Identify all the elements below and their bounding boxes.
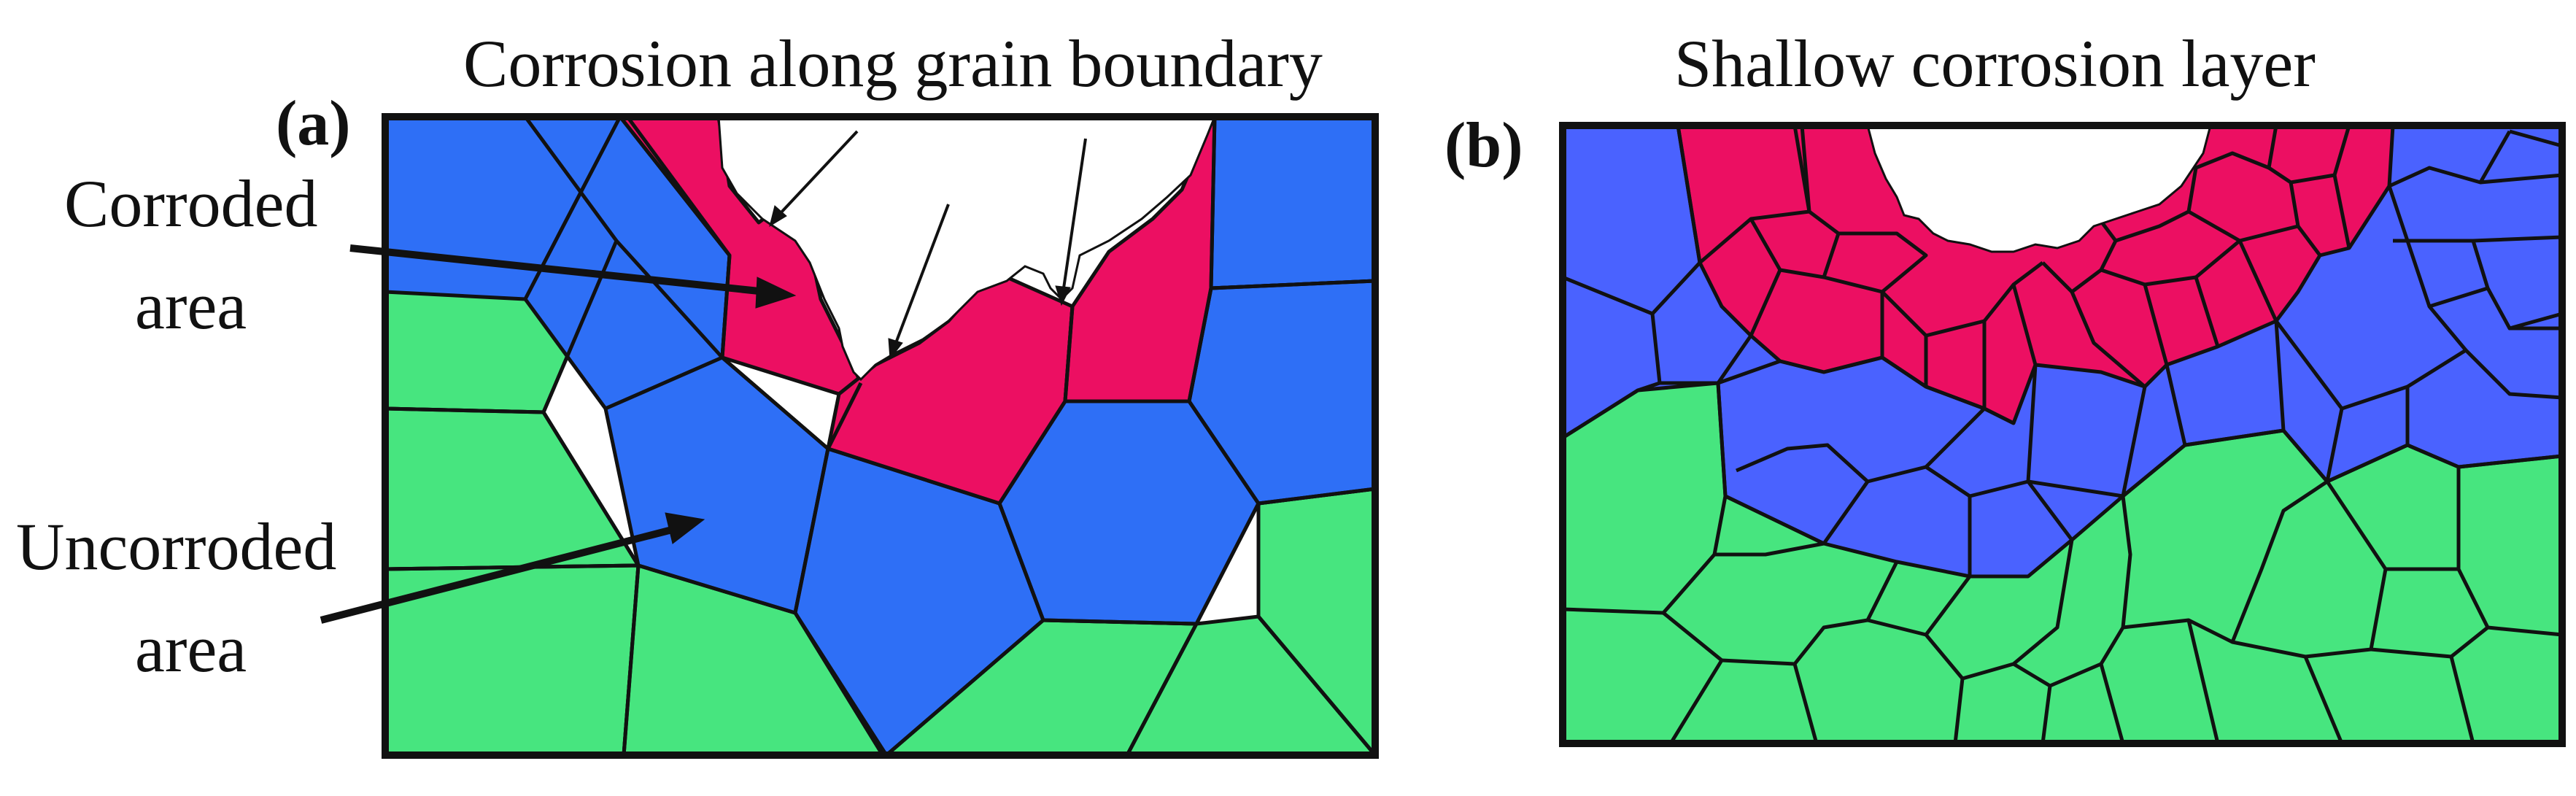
- grain-corroded-region: [1676, 123, 2395, 425]
- panel-a-letter: (a): [276, 88, 351, 159]
- arrow-corroded-area: [349, 244, 767, 295]
- panel-b-grains: [1559, 122, 2566, 747]
- arrow-boundary-3: [1062, 138, 1087, 289]
- arrowhead-uncorroded-area: [665, 512, 705, 544]
- arrow-uncorroded-area: [320, 525, 676, 624]
- corroded-label-line2: area: [135, 268, 247, 343]
- arrow-boundary-1: [779, 130, 859, 215]
- arrowhead-boundary-3: [1055, 285, 1071, 306]
- arrow-boundary-2: [894, 204, 950, 344]
- panel-a-grains: [382, 113, 1379, 759]
- grain-uncorroded: [1209, 115, 1377, 290]
- arrowhead-corroded-area: [755, 277, 797, 309]
- corroded-label-line1: Corroded: [64, 166, 317, 241]
- corrosion-cavity: [717, 115, 1217, 382]
- panel-b-title: Shallow corrosion layer: [1674, 26, 2316, 101]
- arrowhead-boundary-1: [769, 205, 787, 228]
- panel-a-arrows: [320, 130, 1087, 624]
- shallow-corrosion-cavity: [1866, 124, 2212, 253]
- panel-b-boundaries: [1561, 125, 2563, 745]
- uncorroded-label-line2: area: [135, 611, 247, 686]
- panel-a-title: Corrosion along grain boundary: [463, 26, 1323, 101]
- uncorroded-label-line1: Uncorroded: [16, 509, 336, 584]
- panel-b-letter: (b): [1444, 110, 1523, 181]
- panel-b: (b) Shallow corrosion layer: [1444, 26, 2566, 747]
- arrowhead-boundary-2: [888, 338, 903, 360]
- panel-b-frame: [1559, 122, 2566, 747]
- panel-a: (a) Corrosion along grain boundary Corro…: [16, 26, 1379, 759]
- panel-a-frame: [382, 113, 1379, 759]
